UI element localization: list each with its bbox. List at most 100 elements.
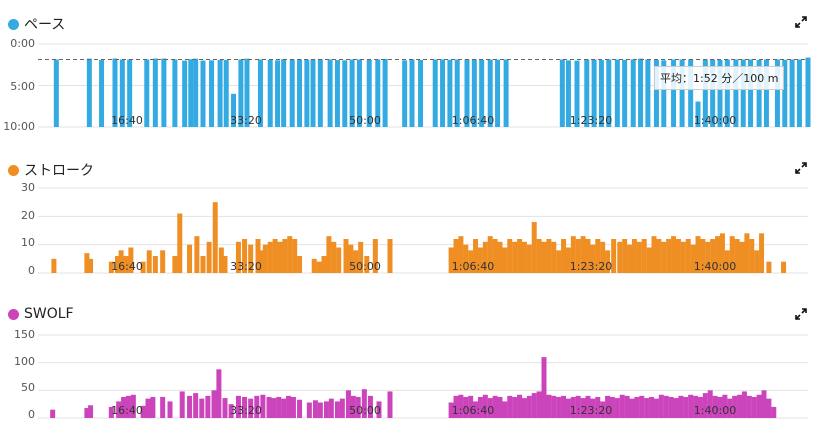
bar[interactable] bbox=[702, 393, 708, 418]
bar[interactable] bbox=[559, 59, 565, 127]
bar[interactable] bbox=[277, 241, 283, 273]
bar[interactable] bbox=[458, 236, 464, 273]
bar[interactable] bbox=[526, 395, 532, 418]
bar[interactable] bbox=[272, 239, 278, 273]
bar[interactable] bbox=[473, 401, 479, 418]
bar[interactable] bbox=[600, 401, 606, 418]
bar[interactable] bbox=[473, 239, 479, 273]
bar[interactable] bbox=[536, 239, 542, 273]
bar[interactable] bbox=[744, 233, 750, 273]
bar[interactable] bbox=[304, 59, 310, 127]
bar[interactable] bbox=[212, 202, 218, 273]
bar[interactable] bbox=[729, 236, 735, 273]
bar[interactable] bbox=[479, 59, 485, 127]
bar[interactable] bbox=[326, 236, 332, 273]
bar[interactable] bbox=[724, 250, 730, 273]
bar[interactable] bbox=[761, 390, 767, 418]
pace-legend-dot[interactable] bbox=[8, 18, 19, 30]
bar[interactable] bbox=[605, 395, 611, 418]
bar[interactable] bbox=[242, 239, 248, 273]
bar[interactable] bbox=[99, 59, 105, 127]
bar[interactable] bbox=[160, 396, 166, 418]
bar[interactable] bbox=[756, 394, 762, 418]
bar[interactable] bbox=[782, 59, 788, 127]
bar[interactable] bbox=[187, 395, 193, 418]
bar[interactable] bbox=[418, 59, 424, 127]
bar[interactable] bbox=[125, 395, 131, 418]
bar[interactable] bbox=[84, 253, 90, 273]
bar[interactable] bbox=[645, 59, 651, 127]
bar[interactable] bbox=[732, 395, 738, 418]
bar[interactable] bbox=[334, 60, 340, 128]
bar[interactable] bbox=[656, 239, 662, 273]
bar[interactable] bbox=[339, 398, 345, 418]
bar[interactable] bbox=[629, 398, 635, 418]
bar[interactable] bbox=[507, 395, 513, 418]
bar[interactable] bbox=[116, 401, 122, 418]
bar[interactable] bbox=[705, 241, 711, 273]
bar[interactable] bbox=[448, 402, 454, 418]
bar[interactable] bbox=[702, 59, 708, 127]
bar[interactable] bbox=[297, 399, 303, 418]
bar[interactable] bbox=[290, 396, 296, 418]
bar[interactable] bbox=[536, 391, 542, 418]
bar[interactable] bbox=[130, 394, 136, 418]
bar[interactable] bbox=[235, 241, 241, 273]
bar[interactable] bbox=[624, 395, 630, 418]
bar[interactable] bbox=[200, 256, 206, 273]
bar[interactable] bbox=[789, 59, 795, 127]
bar[interactable] bbox=[685, 239, 691, 273]
bar[interactable] bbox=[517, 239, 523, 273]
bar[interactable] bbox=[482, 394, 488, 418]
bar[interactable] bbox=[108, 406, 114, 418]
bar[interactable] bbox=[336, 247, 342, 274]
bar[interactable] bbox=[678, 395, 684, 418]
bar[interactable] bbox=[591, 59, 597, 127]
bar[interactable] bbox=[281, 59, 287, 127]
bar[interactable] bbox=[334, 401, 340, 418]
bar[interactable] bbox=[350, 395, 356, 418]
bar[interactable] bbox=[200, 60, 206, 127]
bar[interactable] bbox=[526, 244, 532, 273]
bar[interactable] bbox=[235, 395, 241, 418]
bar[interactable] bbox=[710, 239, 716, 273]
bar[interactable] bbox=[312, 400, 318, 418]
bar[interactable] bbox=[487, 236, 493, 273]
bar[interactable] bbox=[323, 401, 329, 418]
bar[interactable] bbox=[50, 409, 56, 418]
bar[interactable] bbox=[364, 256, 370, 273]
bar[interactable] bbox=[746, 395, 752, 418]
bar[interactable] bbox=[317, 402, 323, 418]
bar[interactable] bbox=[218, 247, 224, 274]
bar[interactable] bbox=[402, 60, 408, 127]
bar[interactable] bbox=[671, 59, 677, 127]
bar[interactable] bbox=[712, 395, 718, 418]
bar[interactable] bbox=[144, 59, 150, 127]
bar[interactable] bbox=[172, 256, 178, 273]
bar[interactable] bbox=[222, 256, 228, 273]
bar[interactable] bbox=[471, 59, 477, 127]
bar[interactable] bbox=[211, 390, 217, 418]
bar[interactable] bbox=[188, 59, 194, 127]
bar[interactable] bbox=[259, 250, 265, 273]
bar[interactable] bbox=[646, 247, 652, 274]
bar[interactable] bbox=[570, 236, 576, 273]
bar[interactable] bbox=[502, 247, 508, 274]
bar[interactable] bbox=[580, 236, 586, 273]
bar[interactable] bbox=[331, 241, 337, 273]
bar[interactable] bbox=[614, 398, 620, 418]
bar[interactable] bbox=[748, 59, 754, 127]
bar[interactable] bbox=[630, 59, 636, 127]
bar[interactable] bbox=[289, 59, 295, 127]
bar[interactable] bbox=[556, 250, 562, 273]
bar[interactable] bbox=[468, 395, 474, 418]
bar[interactable] bbox=[663, 395, 669, 418]
bar[interactable] bbox=[482, 241, 488, 273]
bar[interactable] bbox=[306, 402, 312, 418]
bar[interactable] bbox=[361, 389, 367, 418]
bar[interactable] bbox=[179, 391, 185, 418]
bar[interactable] bbox=[561, 239, 567, 273]
bar[interactable] bbox=[661, 60, 667, 127]
bar[interactable] bbox=[771, 406, 777, 418]
bar[interactable] bbox=[673, 398, 679, 418]
